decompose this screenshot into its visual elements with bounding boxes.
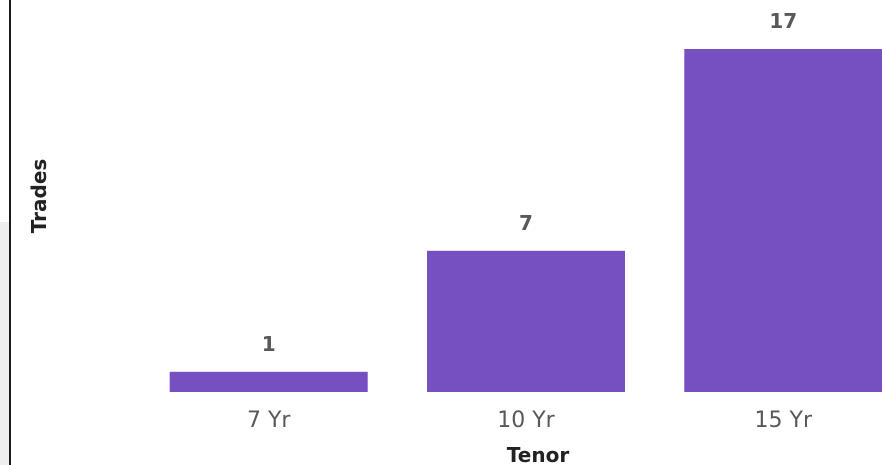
data-label-10-yr: 7 — [519, 211, 533, 235]
bar-15-yr — [684, 49, 882, 392]
x-axis-title: Tenor — [507, 443, 570, 465]
label-group: 1 7 Yr 7 10 Yr 17 15 Yr — [247, 9, 813, 433]
data-label-15-yr: 17 — [769, 9, 797, 33]
left-border — [9, 0, 11, 465]
y-axis-title: Trades — [27, 159, 51, 234]
x-tick-label-7-yr: 7 Yr — [247, 408, 291, 433]
x-tick-label-15-yr: 15 Yr — [755, 408, 813, 433]
bar-7-yr — [169, 371, 368, 392]
bar-group — [169, 49, 882, 392]
x-tick-label-10-yr: 10 Yr — [497, 408, 555, 433]
bar-10-yr — [427, 250, 625, 392]
left-panel-strip — [0, 222, 9, 465]
data-label-7-yr: 1 — [262, 332, 276, 356]
